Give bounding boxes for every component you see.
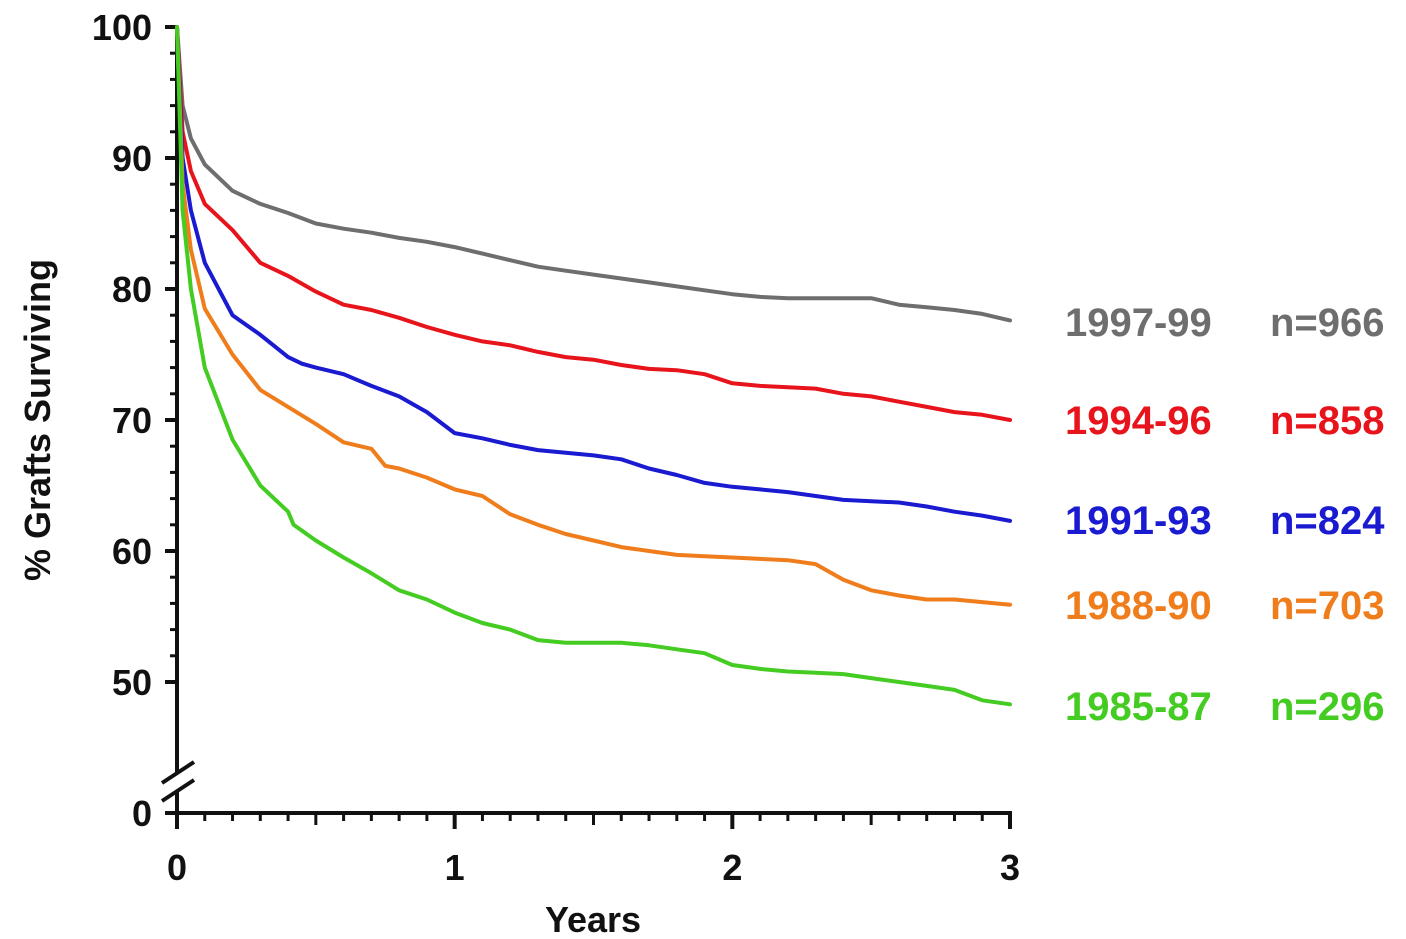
y-tick-label: 100: [92, 7, 152, 48]
y-tick-label: 0: [132, 793, 152, 834]
x-axis-title: Years: [545, 899, 641, 939]
y-tick-label: 50: [112, 662, 152, 703]
x-tick-label: 0: [167, 847, 187, 888]
y-axis-title: % Grafts Surviving: [17, 259, 58, 581]
x-tick-label: 3: [1000, 847, 1020, 888]
series-line: [175, 25, 1012, 607]
series-line: [175, 25, 1012, 523]
legend-series-name: 1988-90: [1065, 584, 1212, 628]
legend-sample-size: n=858: [1270, 399, 1385, 443]
series-lines: [175, 25, 1012, 707]
y-tick-label: 70: [112, 400, 152, 441]
x-tick-label: 2: [722, 847, 742, 888]
axis-break-mark: [160, 760, 196, 785]
legend-series-name: 1994-96: [1065, 399, 1212, 443]
legend-series-name: 1985-87: [1065, 685, 1212, 729]
legend-series-name: 1991-93: [1065, 499, 1212, 543]
series-line: [175, 25, 1012, 707]
y-tick-label: 90: [112, 138, 152, 179]
y-tick-label: 60: [112, 531, 152, 572]
y-tick-label: 80: [112, 269, 152, 310]
x-tick-label: 1: [445, 847, 465, 888]
legend-series-name: 1997-99: [1065, 301, 1212, 345]
legend: 1997-99 n=966 1994-96 n=858 1991-93 n=824 1988…: [1065, 301, 1385, 729]
series-line: [175, 25, 1012, 323]
series-line: [175, 25, 1012, 422]
axis-break-mark: [160, 778, 196, 803]
legend-sample-size: n=966: [1270, 301, 1385, 345]
axes: 0 50 60 70 80 90 100 0 1 2 3: [92, 7, 1020, 888]
legend-sample-size: n=824: [1270, 499, 1385, 543]
legend-sample-size: n=703: [1270, 584, 1385, 628]
legend-sample-size: n=296: [1270, 685, 1385, 729]
